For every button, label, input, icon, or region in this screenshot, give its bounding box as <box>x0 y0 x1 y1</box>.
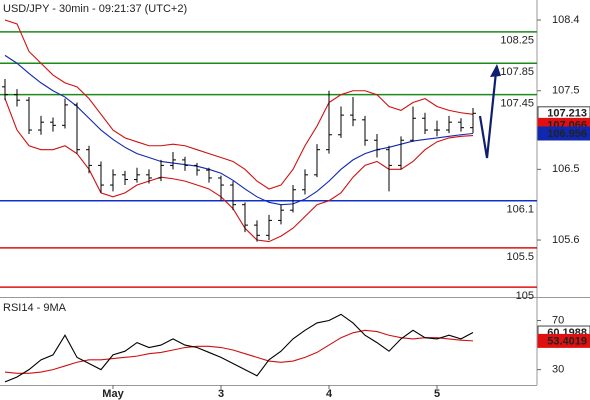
panel-title: RSI14 - 9MA <box>3 302 67 314</box>
level-label: 106.1 <box>506 204 534 216</box>
y-tick-label: 30 <box>552 364 564 376</box>
x-tick-label: 4 <box>326 388 333 400</box>
y-tick-label: 106.5 <box>552 163 580 175</box>
y-tick-label: 70 <box>552 314 564 326</box>
rsi-line <box>4 313 474 383</box>
y-tick-label: 105.6 <box>552 234 580 246</box>
forecast-arrow <box>478 71 498 159</box>
level-label: 107.85 <box>500 66 534 78</box>
price-marker <box>537 333 590 348</box>
moving-average <box>4 54 474 206</box>
level-label: 107.45 <box>500 98 534 110</box>
band-upper <box>4 19 474 190</box>
level-label: 108.25 <box>500 35 534 47</box>
y-tick-label: 108.4 <box>552 14 580 26</box>
price-marker-label: 106.956 <box>547 128 587 140</box>
price-marker-label: 53.4019 <box>547 335 587 347</box>
x-tick-label: 5 <box>434 388 440 400</box>
x-tick-label: 3 <box>218 388 224 400</box>
band-lower <box>4 98 474 243</box>
forecast-arrowhead <box>490 64 501 77</box>
y-tick-label: 107.5 <box>552 85 580 97</box>
level-label: 105.5 <box>506 251 534 263</box>
level-label: 105 <box>516 290 534 302</box>
chart-title: USD/JPY - 30min - 09:21:37 (UTC+2) <box>3 3 187 15</box>
price-marker <box>537 126 590 141</box>
x-tick-label: May <box>102 388 124 400</box>
price-marker-label: 107.213 <box>547 108 587 120</box>
